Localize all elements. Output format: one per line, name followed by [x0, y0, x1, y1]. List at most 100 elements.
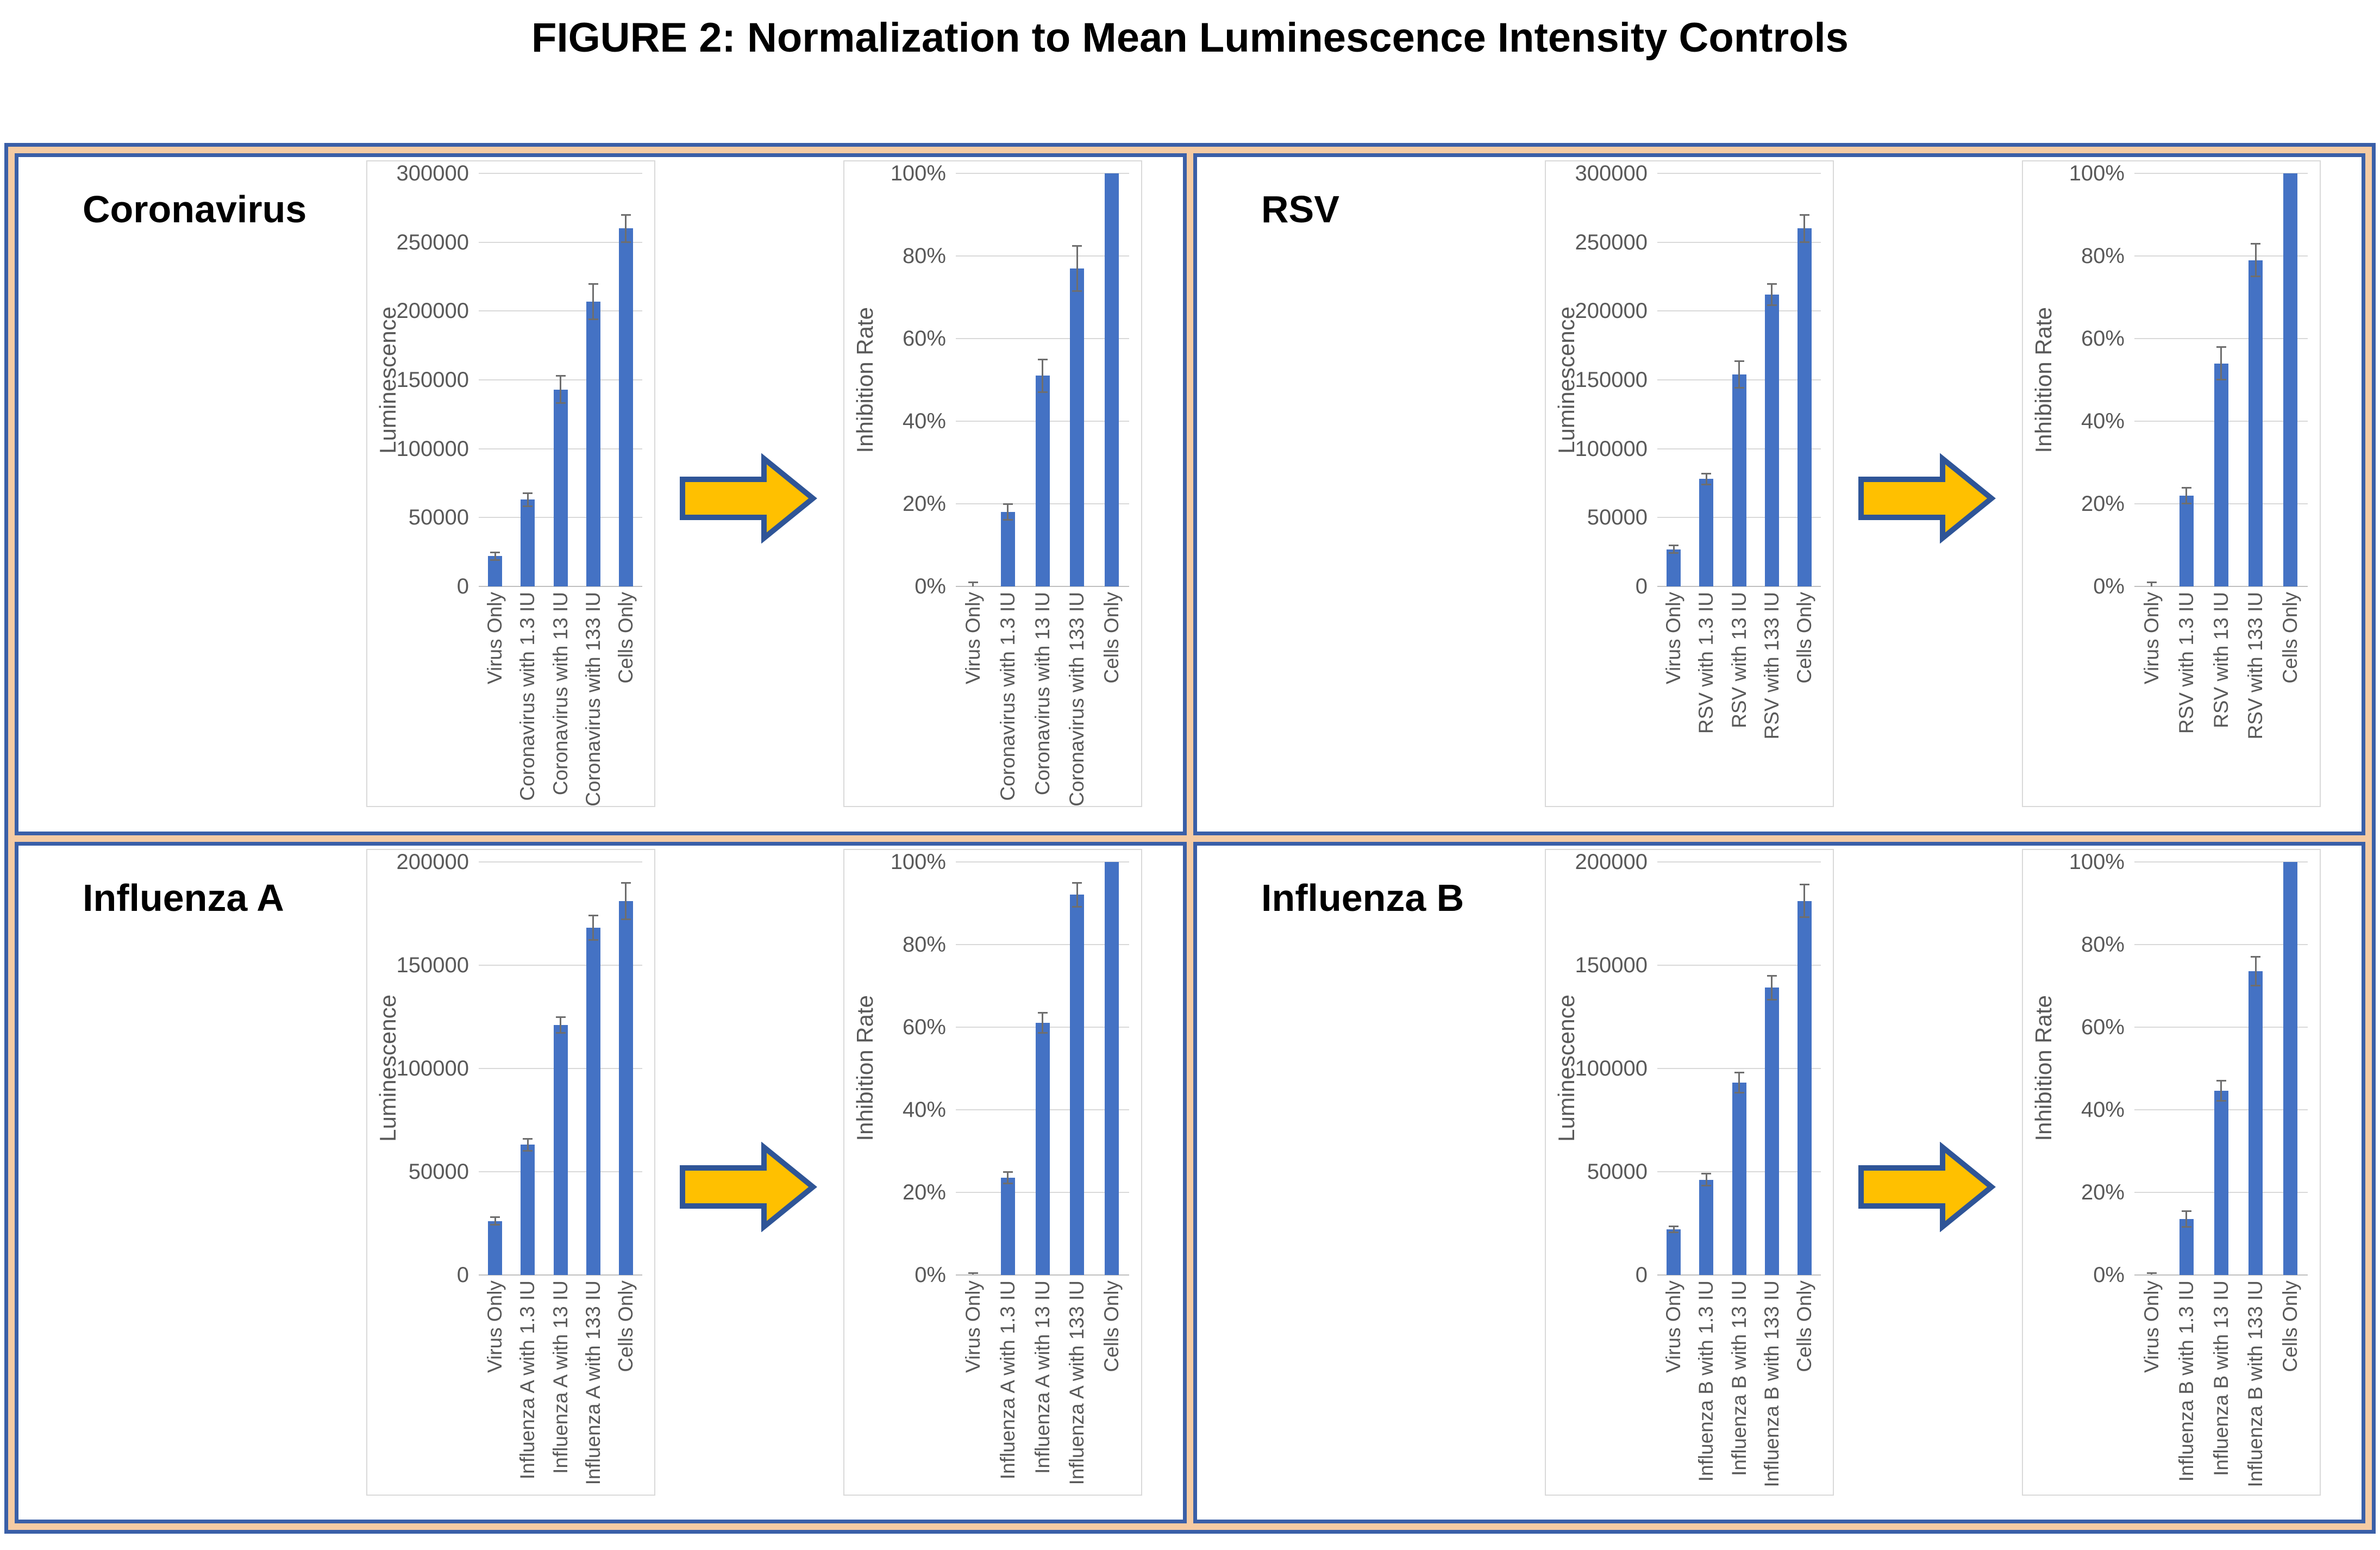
quadrant-rsv: RSV Luminescence 0 50000 100000 150000 200000… — [1193, 153, 2365, 835]
bar — [1732, 374, 1746, 586]
error-bar — [625, 215, 627, 242]
luminescence-chart: Luminescence 0 50000 100000 150000 200000 2500… — [366, 160, 655, 807]
x-axis-line — [2134, 1274, 2308, 1276]
y-tick-label: 40% — [2081, 409, 2125, 433]
bar — [1764, 294, 1779, 586]
error-bar — [1007, 1171, 1009, 1184]
y-tick-label: 50000 — [1587, 1159, 1648, 1184]
x-axis-line — [479, 586, 642, 587]
error-bar-cap — [523, 1149, 533, 1152]
error-bar-cap — [2146, 1272, 2157, 1274]
x-category-label: Virus Only — [2140, 1280, 2163, 1373]
x-category-label: Cells Only — [2279, 592, 2302, 684]
y-tick-label: 100000 — [396, 1056, 469, 1080]
error-bar — [625, 882, 627, 920]
bar — [1699, 1179, 1714, 1275]
error-bar-cap — [2251, 276, 2261, 277]
error-bar — [560, 1016, 561, 1033]
x-category-label: Virus Only — [484, 1280, 506, 1373]
y-tick-label: 0% — [915, 1262, 946, 1287]
bar — [2249, 971, 2263, 1275]
error-bar-cap — [1003, 1183, 1013, 1185]
bar — [1764, 988, 1779, 1275]
x-category-label: Cells Only — [614, 1280, 637, 1372]
x-category-label: Coronavirus with 1.3 IU — [996, 592, 1019, 801]
error-bar-cap — [1072, 245, 1082, 247]
x-axis-labels: Virus Only Coronavirus with 1.3 IU Coronav… — [956, 592, 1129, 806]
error-bar-cap — [621, 918, 631, 920]
bar — [553, 389, 568, 586]
gridline — [479, 964, 642, 966]
x-axis-line — [2134, 586, 2308, 587]
right-arrow-icon — [677, 453, 819, 543]
x-category-label: Cells Only — [1793, 592, 1815, 684]
y-axis-title: Inhibition Rate — [852, 307, 878, 453]
error-bar-cap — [1669, 552, 1679, 554]
error-bar — [972, 582, 974, 586]
x-axis-labels: Virus Only RSV with 1.3 IU RSV with 13 IU R… — [1657, 592, 1821, 804]
chart-plot-area — [479, 173, 642, 587]
y-tick-label: 150000 — [1575, 953, 1648, 977]
error-bar-cap — [2216, 1100, 2226, 1102]
chart-plot-area — [1657, 173, 1821, 587]
gridline — [1657, 173, 1821, 174]
gridline — [479, 861, 642, 862]
error-bar — [1076, 882, 1078, 908]
y-tick-label: 100000 — [396, 436, 469, 461]
gridline — [1657, 861, 1821, 862]
chart-plot-area — [956, 173, 1129, 587]
error-bar-cap — [1669, 545, 1679, 546]
x-axis-labels: Virus Only Coronavirus with 1.3 IU Coronav… — [479, 592, 642, 807]
error-bar-cap — [490, 1216, 500, 1218]
error-bar-cap — [1701, 473, 1712, 475]
x-category-label: Coronavirus with 133 IU — [581, 592, 604, 807]
error-bar — [2185, 487, 2188, 504]
y-axis-title: Inhibition Rate — [2031, 307, 2056, 453]
bar — [553, 1024, 568, 1275]
error-bar-cap — [1037, 1032, 1048, 1034]
y-tick-label: 100000 — [1575, 436, 1648, 461]
luminescence-chart: Luminescence 0 50000 100000 150000 200000 2500… — [1545, 160, 1834, 807]
bar — [1797, 901, 1812, 1275]
error-bar-cap — [1767, 974, 1777, 977]
error-bar-cap — [2251, 243, 2261, 245]
x-axis-line — [1657, 1274, 1821, 1276]
error-bar-cap — [2216, 379, 2226, 380]
bar — [1699, 479, 1714, 586]
bar — [488, 556, 503, 586]
x-category-label: Coronavirus with 1.3 IU — [516, 592, 539, 801]
y-tick-label: 250000 — [1575, 230, 1648, 254]
y-tick-label: 100% — [890, 849, 946, 874]
x-category-label: Virus Only — [961, 592, 984, 684]
chart-plot-area — [479, 861, 642, 1276]
error-bar — [1705, 473, 1707, 485]
bar — [1732, 1083, 1746, 1275]
x-axis-labels: Virus Only RSV with 1.3 IU RSV with 13 IU R… — [2134, 592, 2308, 804]
error-bar-cap — [621, 882, 631, 884]
x-category-label: Influenza A with 1.3 IU — [996, 1280, 1019, 1479]
y-tick-label: 0% — [2093, 574, 2125, 598]
x-category-label: Cells Only — [2279, 1280, 2302, 1372]
error-bar — [1673, 545, 1675, 554]
y-tick-label: 0 — [1635, 574, 1648, 598]
error-bar-cap — [1003, 1171, 1013, 1173]
error-bar-cap — [588, 283, 598, 285]
y-tick-label: 150000 — [396, 953, 469, 977]
quadrant-coronavirus: Coronavirus Luminescence 0 50000 100000 1500… — [15, 153, 1187, 835]
x-axis-line — [956, 586, 1129, 587]
gridline — [479, 310, 642, 312]
bar — [2179, 495, 2194, 586]
error-bar-cap — [2181, 1226, 2191, 1228]
figure-title: FIGURE 2: Normalization to Mean Luminesc… — [531, 15, 1849, 61]
x-category-label: Influenza B with 13 IU — [2209, 1280, 2232, 1476]
bar — [1070, 268, 1085, 586]
x-category-label: RSV with 133 IU — [2244, 592, 2267, 740]
error-bar-cap — [1799, 916, 1809, 918]
x-category-label: Influenza B with 1.3 IU — [1695, 1280, 1718, 1482]
luminescence-chart: Luminescence 0 50000 100000 150000 200000 Viru… — [366, 848, 655, 1496]
bar — [2283, 173, 2298, 586]
error-bar-cap — [588, 318, 598, 320]
error-bar-cap — [2251, 956, 2261, 958]
error-bar-cap — [1072, 906, 1082, 908]
error-bar-cap — [555, 1032, 566, 1034]
